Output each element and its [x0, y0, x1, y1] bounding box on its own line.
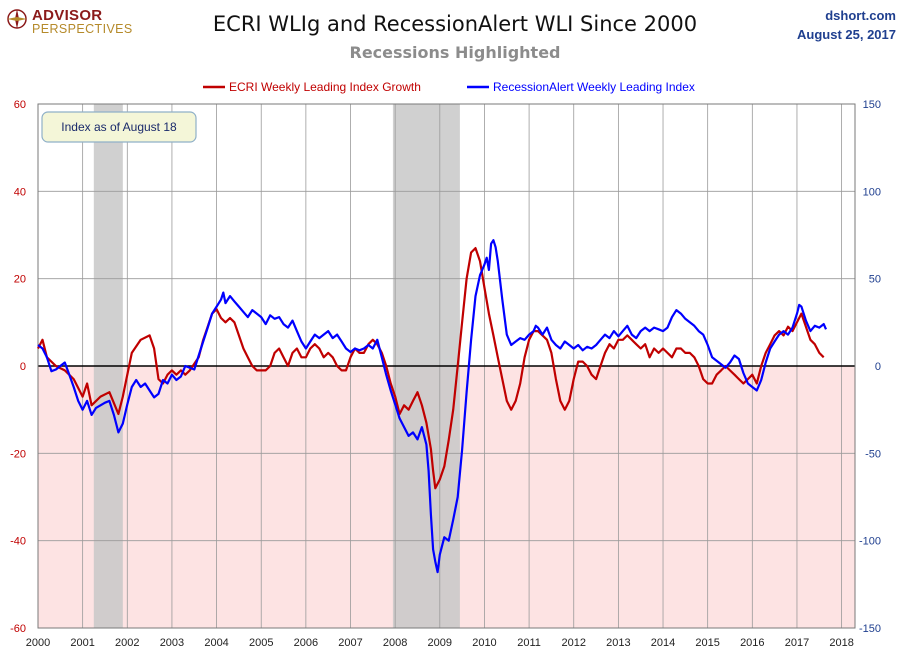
advisor-perspectives-logo: ADVISOR PERSPECTIVES [6, 6, 146, 38]
right-y-tick-label: 0 [875, 361, 881, 373]
right-y-tick-label: -50 [865, 448, 881, 460]
recessionalert-wli-line [37, 239, 828, 574]
right-y-tick-label: 100 [863, 186, 881, 198]
left-y-tick-label: -40 [10, 536, 26, 548]
right-y-tick-label: 150 [863, 99, 881, 111]
annotation-box [41, 111, 197, 143]
x-tick-label: 2004 [204, 637, 228, 649]
x-tick-label: 2000 [26, 637, 50, 649]
x-tick-label: 2011 [517, 637, 541, 649]
x-tick-label: 2018 [829, 637, 853, 649]
x-tick-label: 2002 [115, 637, 139, 649]
x-tick-label: 2006 [294, 637, 318, 649]
left-y-tick-label: 0 [20, 361, 26, 373]
x-tick-label: 2016 [740, 637, 764, 649]
source-label: dshort.com [825, 8, 896, 23]
x-tick-label: 2007 [338, 637, 362, 649]
logo-line-1: ADVISOR [32, 7, 103, 24]
plot-border [37, 103, 856, 629]
left-y-tick-label: 60 [14, 99, 26, 111]
left-y-tick-label: -60 [10, 623, 26, 635]
x-tick-label: 2003 [160, 637, 184, 649]
left-y-tick-label: 20 [14, 274, 26, 286]
x-tick-label: 2012 [561, 637, 585, 649]
compass-logo-icon [7, 9, 27, 29]
chart-title: ECRI WLIg and RecessionAlert WLI Since 2… [212, 12, 698, 36]
x-tick-label: 2001 [70, 637, 94, 649]
legend-label: RecessionAlert Weekly Leading Index [493, 80, 695, 94]
annotation-text: Index as of August 18 [61, 120, 177, 134]
x-tick-label: 2005 [249, 637, 273, 649]
x-tick-label: 2017 [785, 637, 809, 649]
left-y-tick-label: 40 [14, 186, 26, 198]
right-y-tick-label: 50 [869, 274, 881, 286]
x-tick-label: 2008 [383, 637, 407, 649]
chart-subtitle: Recessions Highlighted [349, 43, 561, 62]
right-y-tick-label: -150 [859, 623, 881, 635]
x-tick-label: 2013 [606, 637, 630, 649]
x-tick-label: 2014 [651, 637, 675, 649]
left-y-tick-label: -20 [10, 448, 26, 460]
x-tick-label: 2009 [428, 637, 452, 649]
right-y-tick-label: -100 [859, 536, 881, 548]
logo-line-2: PERSPECTIVES [32, 22, 133, 36]
x-tick-label: 2010 [472, 637, 496, 649]
date-label: August 25, 2017 [797, 27, 896, 42]
x-tick-label: 2015 [695, 637, 719, 649]
legend-label: ECRI Weekly Leading Index Growth [229, 80, 421, 94]
